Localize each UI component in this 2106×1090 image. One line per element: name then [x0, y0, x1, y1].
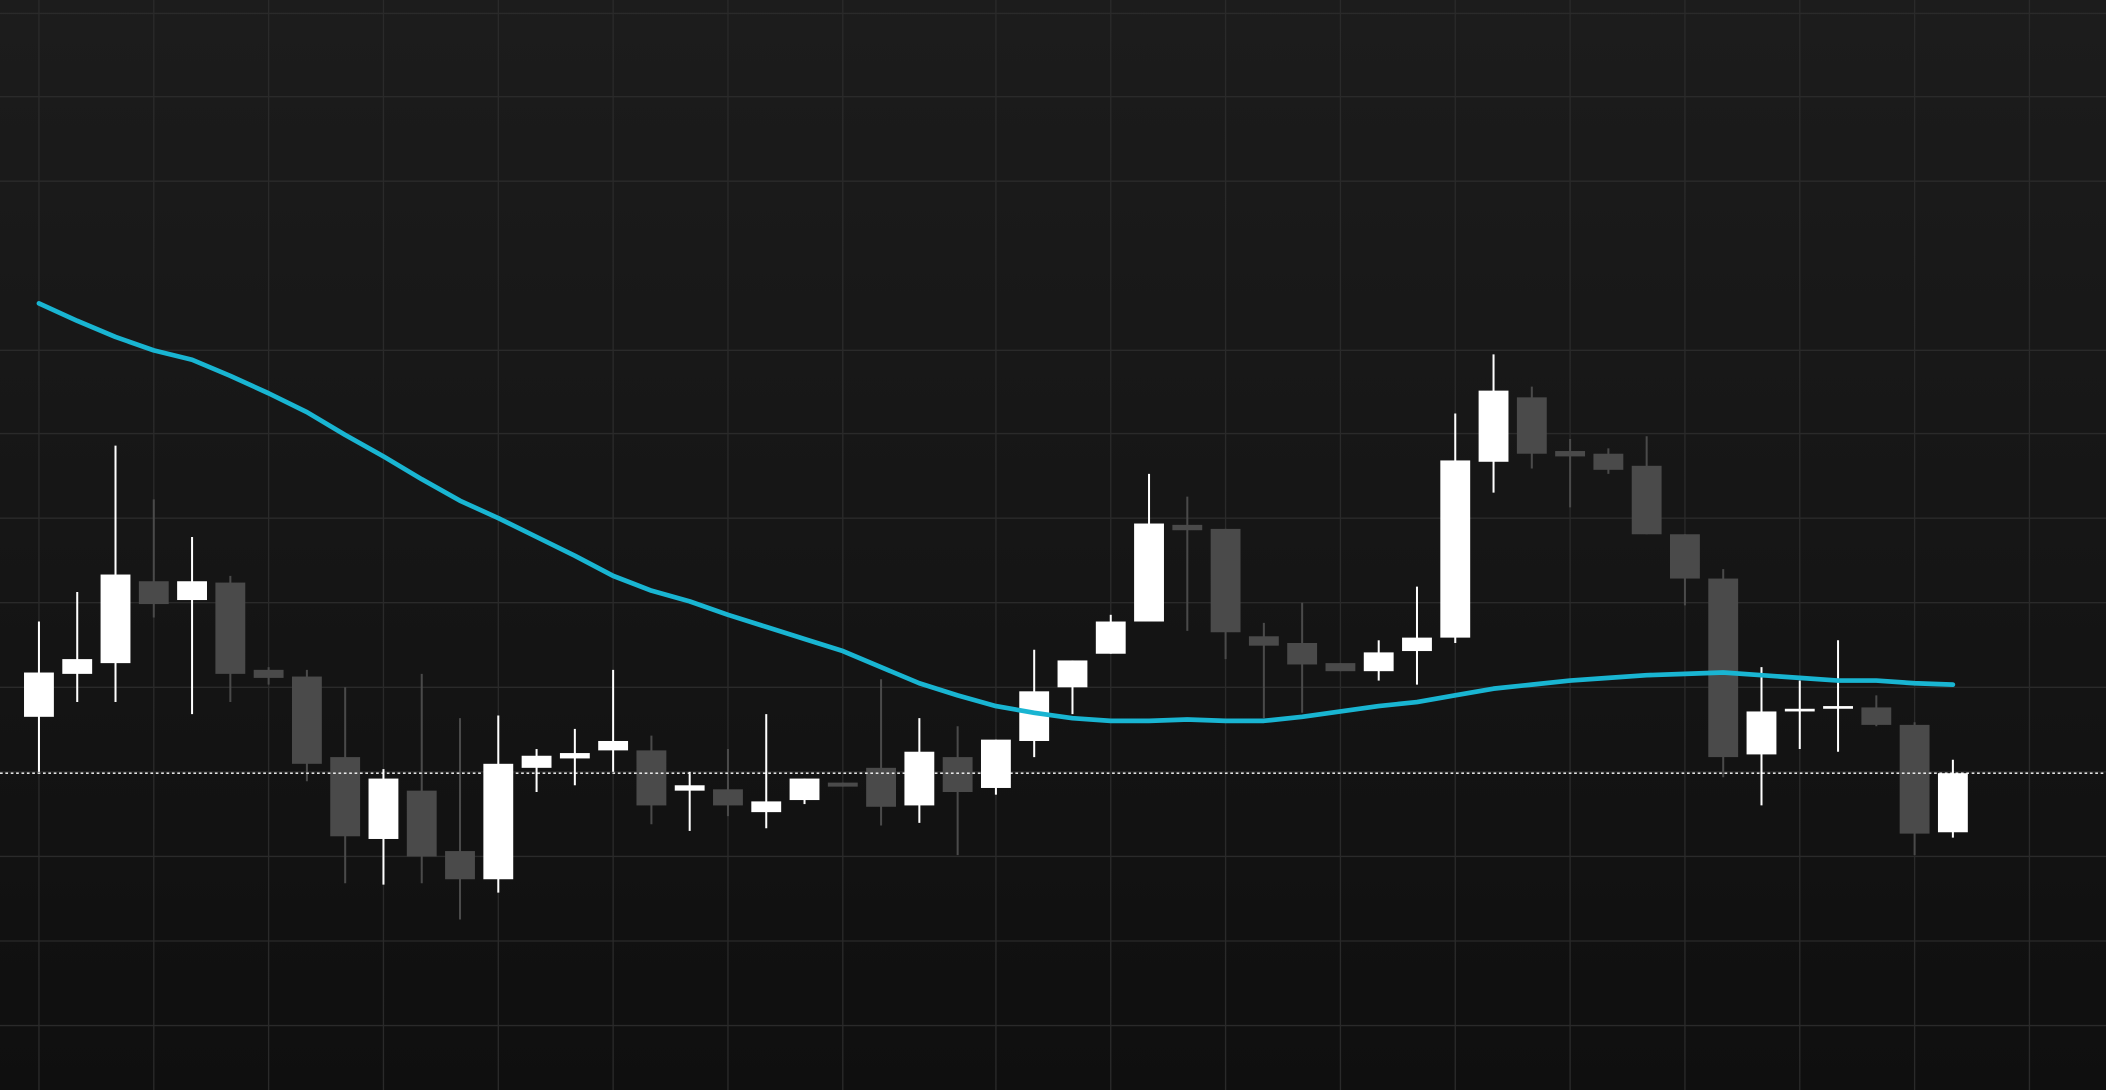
candle-body — [177, 581, 207, 601]
candle-body — [559, 753, 590, 759]
candle-body — [1172, 524, 1203, 531]
candle-body — [1210, 528, 1241, 633]
candle-body — [483, 763, 514, 880]
candle-body — [789, 778, 820, 801]
candle-body — [636, 750, 667, 806]
candle-body — [904, 751, 935, 806]
candle-body — [1095, 621, 1126, 654]
candle-body — [445, 851, 475, 880]
candle-body — [1287, 642, 1318, 665]
candle-body — [1057, 660, 1088, 688]
candle-body — [827, 782, 858, 787]
candle-body — [1325, 663, 1356, 672]
candle-body — [406, 790, 437, 857]
candle-body — [1708, 578, 1739, 758]
candle-body — [1363, 652, 1394, 672]
candle-body — [1746, 711, 1777, 755]
candle-body — [330, 757, 361, 837]
moving-average-line — [36, 301, 1956, 724]
candle-body — [1937, 773, 1968, 833]
candle-body — [368, 778, 399, 839]
candle-body — [100, 574, 131, 664]
candle-body — [1134, 523, 1164, 622]
candle-body — [1516, 397, 1547, 454]
candle-body — [1555, 451, 1586, 457]
candle-body — [1402, 637, 1432, 652]
candle-body — [598, 740, 629, 751]
candle-body — [24, 672, 54, 717]
candle-body — [138, 581, 169, 605]
candle-body — [1248, 636, 1279, 646]
candle-body — [1899, 724, 1930, 834]
candle-body — [1861, 707, 1892, 725]
candle-body — [62, 659, 93, 674]
candle-body — [1478, 390, 1509, 462]
candle-body — [942, 757, 973, 792]
candle-body — [1593, 453, 1624, 470]
candle-body — [674, 785, 705, 791]
candle-body — [291, 676, 322, 764]
candle-body — [1631, 465, 1662, 535]
candle-body — [521, 755, 552, 768]
candle-body — [866, 767, 897, 807]
candle-body — [253, 669, 284, 678]
candle-body — [1670, 534, 1700, 579]
candle-body — [1784, 708, 1815, 712]
candle-body — [751, 801, 782, 813]
candle-body — [1440, 460, 1471, 638]
candle-body — [980, 739, 1011, 788]
candle-body — [215, 582, 246, 674]
candle-body — [713, 789, 743, 806]
candle-body — [1823, 706, 1853, 709]
